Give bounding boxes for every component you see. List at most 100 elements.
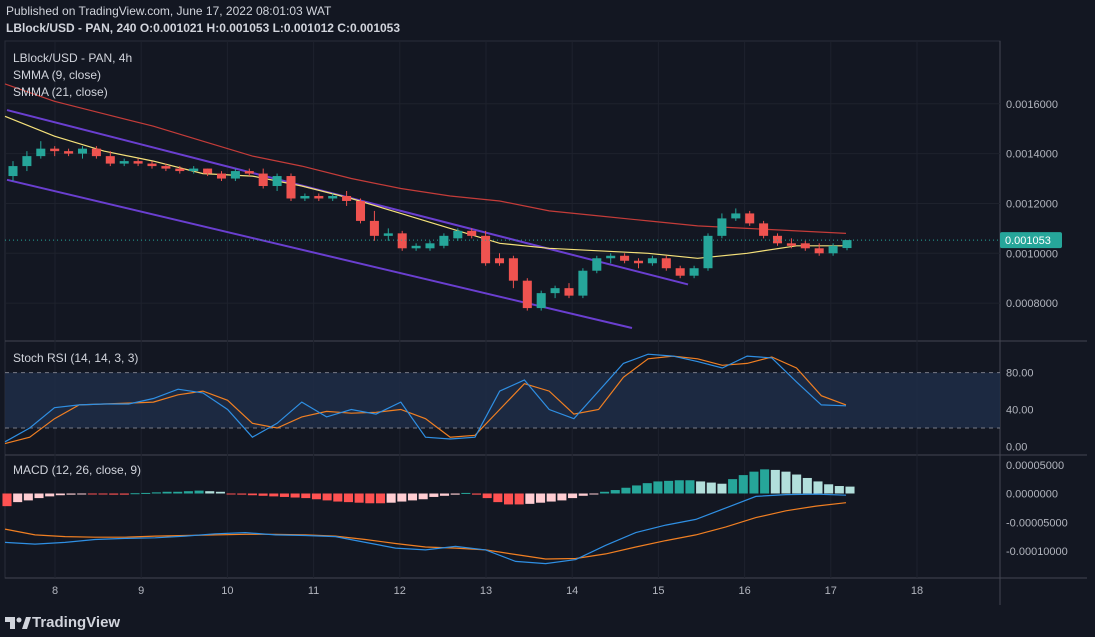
macd-histogram-bar — [845, 486, 855, 494]
smma9-legend: SMMA (9, close) — [13, 68, 102, 82]
macd-histogram-bar — [279, 493, 289, 497]
macd-histogram-bar — [589, 493, 599, 495]
candle-body — [439, 235, 449, 246]
macd-histogram-bar — [194, 490, 204, 494]
candle — [258, 168, 268, 189]
macd-histogram-bar — [632, 485, 642, 494]
candle-body — [467, 230, 477, 236]
candle — [550, 285, 560, 299]
macd-histogram-bar — [66, 493, 76, 495]
macd-signal-line — [4, 502, 847, 560]
macd-histogram-bar — [173, 491, 183, 494]
x-tick-label: 11 — [308, 585, 319, 597]
stoch-tick-label: 0.00 — [1006, 441, 1027, 453]
candle-body — [91, 148, 101, 157]
candle-body — [147, 163, 157, 167]
macd-histogram-bar — [525, 493, 535, 504]
ohlc-values: O:0.001021 H:0.001053 L:0.001012 C:0.001… — [139, 21, 401, 35]
macd-tick-label: 0.0000000 — [1006, 489, 1058, 501]
macd-histogram-bar — [407, 493, 418, 501]
stoch-tick-label: 80.00 — [1006, 368, 1034, 380]
price-pane-title: LBlock/USD - PAN, 4h — [13, 51, 133, 65]
stoch-k-line — [4, 353, 847, 443]
x-tick-label: 8 — [52, 585, 58, 597]
last-price-label: 0.001053 — [1005, 235, 1051, 247]
candle — [786, 238, 796, 249]
candle — [147, 161, 157, 169]
macd-histogram-bar — [450, 493, 460, 495]
macd-histogram-bar — [354, 493, 364, 503]
candle-body — [244, 171, 254, 174]
macd-histogram-bar — [87, 493, 97, 495]
candle-body — [522, 280, 532, 309]
candle — [564, 283, 574, 299]
candle — [77, 146, 88, 159]
candle-body — [453, 230, 463, 239]
candle — [175, 166, 185, 174]
stoch-band — [5, 372, 1000, 428]
macd-histogram-bar — [98, 493, 108, 495]
macd-histogram-bar — [503, 493, 514, 505]
candle — [64, 148, 74, 157]
macd-histogram-bar — [290, 493, 300, 498]
candle — [272, 173, 282, 191]
candle — [314, 193, 324, 201]
macd-histogram-bar — [568, 493, 578, 499]
candle — [50, 146, 60, 157]
candle-body — [564, 288, 574, 296]
candle — [606, 253, 616, 264]
macd-histogram-bar — [706, 482, 716, 494]
chart-canvas[interactable]: 8 9 10 11 12 13 14 15 16 17 180.00080000.00100000.… — [0, 40, 1095, 606]
candle-body — [745, 213, 755, 224]
macd-histogram-bar — [343, 493, 354, 503]
tradingview-wordmark: TradingView — [32, 614, 121, 631]
candle — [244, 168, 254, 177]
candle-body — [647, 258, 657, 264]
macd-histogram-bar — [162, 491, 172, 494]
symbol-label: LBlock/USD - PAN, 240 — [6, 21, 137, 35]
footer: TradingView — [0, 606, 1095, 637]
candle-body — [633, 260, 644, 264]
macd-histogram-bar — [728, 479, 738, 494]
plot-frame — [4, 40, 1001, 579]
macd-histogram-bar — [183, 491, 193, 494]
last-price-badge — [1000, 232, 1062, 249]
macd-histogram-bar — [151, 492, 161, 494]
price-tick-label: 0.0010000 — [1006, 248, 1058, 260]
candle-body — [620, 255, 630, 261]
candle-body — [342, 195, 352, 201]
candle-body — [606, 255, 616, 259]
candle-body — [216, 173, 227, 179]
x-tick-label: 15 — [652, 585, 664, 597]
macd-histogram-bar — [557, 493, 567, 501]
candle-body — [731, 213, 741, 219]
macd-histogram-bar — [578, 493, 588, 496]
candle-body — [383, 233, 393, 236]
candle-body — [189, 168, 199, 172]
macd-histogram-bar — [482, 493, 492, 499]
candle-body — [119, 161, 129, 164]
macd-line — [4, 493, 847, 565]
macd-histogram-bar — [45, 493, 55, 497]
symbol-ohlc-line: LBlock/USD - PAN, 240 O:0.001021 H:0.001… — [6, 21, 400, 35]
macd-histogram-bar — [23, 493, 33, 501]
macd-histogram-bar — [514, 493, 524, 505]
candle — [522, 278, 532, 311]
macd-histogram-bar — [141, 492, 151, 494]
candle — [689, 265, 699, 279]
macd-histogram-bar — [439, 493, 450, 496]
x-tick-label: 9 — [138, 585, 144, 597]
macd-histogram-bar — [130, 493, 140, 495]
candle — [161, 163, 171, 172]
macd-histogram-bar — [77, 493, 87, 495]
candle-body — [133, 161, 143, 164]
candle-body — [355, 200, 366, 221]
candle-body — [828, 245, 838, 254]
candle-body — [661, 258, 671, 269]
macd-histogram-bar — [34, 493, 44, 499]
macd-histogram-bar — [685, 480, 695, 494]
candle — [133, 158, 143, 167]
candle-body — [314, 195, 324, 199]
stoch-tick-label: 40.00 — [1006, 405, 1034, 417]
x-tick-label: 12 — [394, 585, 406, 597]
